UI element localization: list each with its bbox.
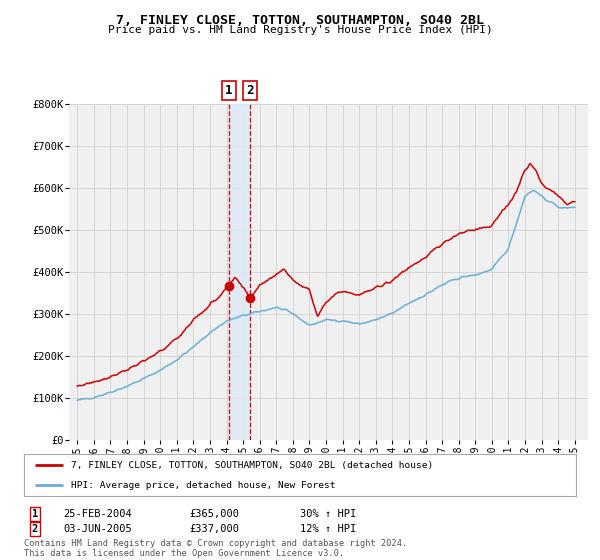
Text: 2: 2 xyxy=(247,84,254,97)
Text: 30% ↑ HPI: 30% ↑ HPI xyxy=(300,509,356,519)
Text: 1: 1 xyxy=(32,509,38,519)
Bar xyxy=(229,104,250,440)
Text: 7, FINLEY CLOSE, TOTTON, SOUTHAMPTON, SO40 2BL (detached house): 7, FINLEY CLOSE, TOTTON, SOUTHAMPTON, SO… xyxy=(71,461,433,470)
Text: 03-JUN-2005: 03-JUN-2005 xyxy=(63,524,132,534)
Text: 2: 2 xyxy=(32,524,38,534)
Text: 7, FINLEY CLOSE, TOTTON, SOUTHAMPTON, SO40 2BL: 7, FINLEY CLOSE, TOTTON, SOUTHAMPTON, SO… xyxy=(116,14,484,27)
Text: 1: 1 xyxy=(225,84,232,97)
Text: 25-FEB-2004: 25-FEB-2004 xyxy=(63,509,132,519)
Text: HPI: Average price, detached house, New Forest: HPI: Average price, detached house, New … xyxy=(71,480,335,489)
Text: £365,000: £365,000 xyxy=(189,509,239,519)
Bar xyxy=(583,104,589,440)
Text: Price paid vs. HM Land Registry's House Price Index (HPI): Price paid vs. HM Land Registry's House … xyxy=(107,25,493,35)
Text: 12% ↑ HPI: 12% ↑ HPI xyxy=(300,524,356,534)
Text: £337,000: £337,000 xyxy=(189,524,239,534)
Text: Contains HM Land Registry data © Crown copyright and database right 2024.
This d: Contains HM Land Registry data © Crown c… xyxy=(24,539,407,558)
